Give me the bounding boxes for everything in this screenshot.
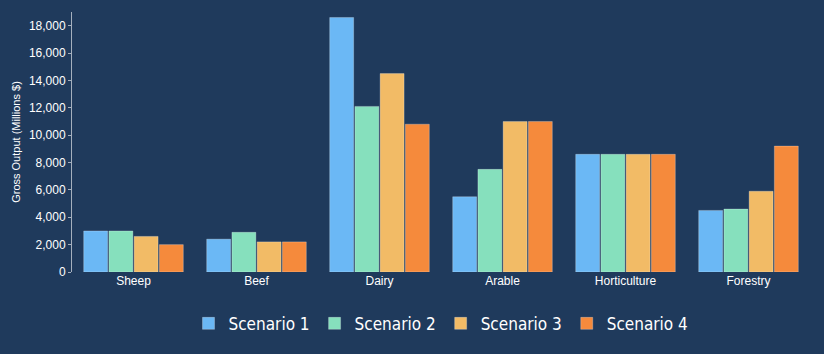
svg-text:2,000: 2,000: [36, 238, 66, 252]
svg-text:Dairy: Dairy: [365, 274, 393, 288]
svg-text:12,000: 12,000: [29, 101, 66, 115]
svg-text:18,000: 18,000: [29, 19, 66, 33]
svg-text:Gross Output (Millions $): Gross Output (Millions $): [10, 81, 22, 203]
svg-text:6,000: 6,000: [36, 183, 66, 197]
svg-text:Scenario 1: Scenario 1: [229, 314, 310, 334]
svg-text:Sheep: Sheep: [116, 274, 151, 288]
svg-text:Scenario 3: Scenario 3: [481, 314, 562, 334]
svg-text:Horticulture: Horticulture: [595, 274, 657, 288]
svg-text:Scenario 4: Scenario 4: [607, 314, 688, 334]
svg-text:8,000: 8,000: [36, 156, 66, 170]
svg-text:Scenario 2: Scenario 2: [355, 314, 436, 334]
svg-text:10,000: 10,000: [29, 128, 66, 142]
svg-text:14,000: 14,000: [29, 74, 66, 88]
svg-text:4,000: 4,000: [36, 210, 66, 224]
svg-text:Arable: Arable: [485, 274, 520, 288]
svg-text:Forestry: Forestry: [726, 274, 770, 288]
svg-text:Beef: Beef: [244, 274, 269, 288]
svg-text:0: 0: [59, 265, 66, 279]
svg-text:16,000: 16,000: [29, 46, 66, 60]
